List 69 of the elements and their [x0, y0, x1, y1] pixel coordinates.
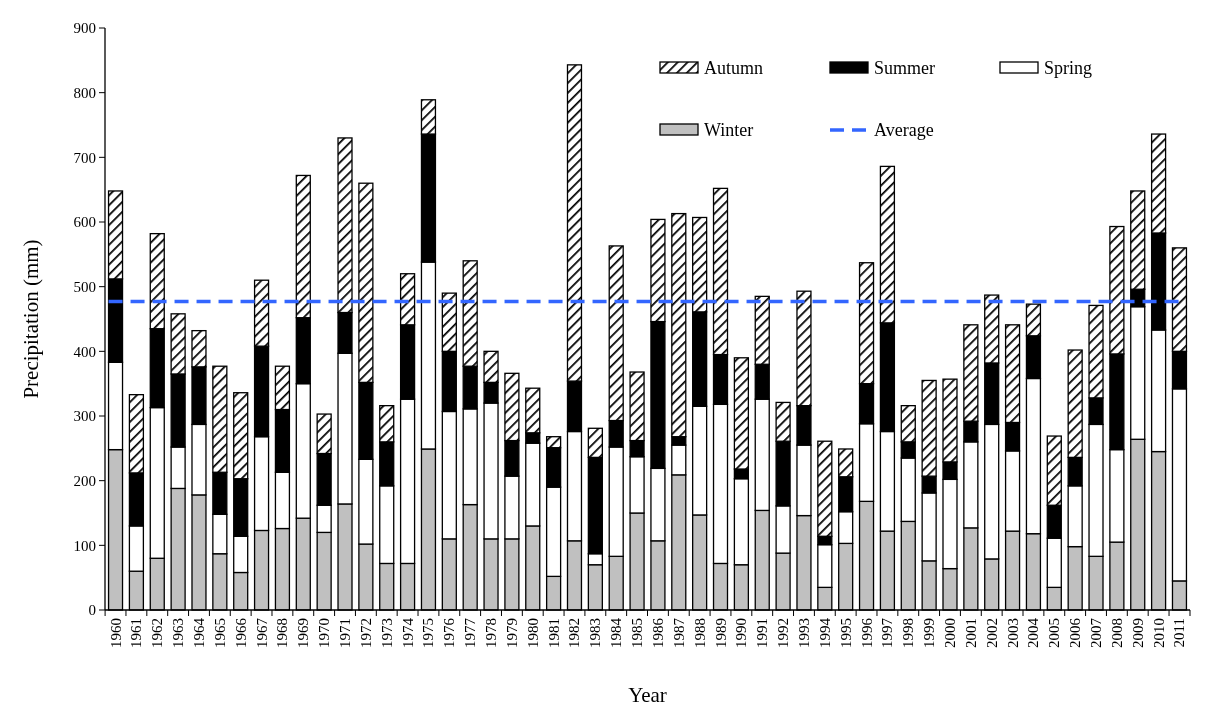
x-tick-label: 1960 [107, 618, 124, 648]
x-tick-label: 1999 [921, 618, 938, 648]
legend-label: Winter [704, 120, 754, 141]
x-tick-label: 2005 [1046, 618, 1063, 648]
x-tick-label: 2007 [1088, 617, 1105, 648]
legend-label: Average [874, 120, 934, 141]
x-tick-label: 2008 [1108, 618, 1125, 648]
x-tick-label: 1998 [900, 618, 917, 648]
x-tick-label: 1974 [399, 617, 416, 648]
legend-label: Summer [874, 58, 935, 79]
x-tick-label: 2000 [941, 618, 958, 648]
x-tick-label: 1991 [754, 618, 771, 648]
x-tick-label: 1981 [545, 618, 562, 648]
y-tick-label: 700 [73, 149, 96, 166]
x-tick-label: 1997 [879, 617, 896, 648]
x-tick-label: 1971 [337, 618, 354, 648]
x-tick-label: 1975 [420, 618, 437, 648]
x-tick-label: 2009 [1129, 618, 1146, 648]
x-tick-label: 1983 [587, 618, 604, 648]
x-tick-label: 2002 [983, 618, 1000, 648]
y-tick-label: 0 [88, 602, 96, 619]
x-tick-label: 1977 [462, 617, 479, 648]
x-tick-label: 1963 [170, 618, 187, 648]
legend-label: Autumn [704, 58, 764, 79]
legend-label: Spring [1044, 58, 1093, 79]
y-tick-label: 300 [73, 408, 96, 425]
x-tick-label: 1967 [253, 617, 270, 648]
x-tick-label: 1994 [816, 617, 833, 648]
x-tick-label: 1996 [858, 617, 875, 648]
x-tick-label: 1982 [566, 618, 583, 648]
x-tick-label: 2010 [1150, 618, 1167, 648]
x-tick-label: 1985 [629, 618, 646, 648]
x-tick-label: 1992 [775, 618, 792, 648]
x-tick-label: 2003 [1004, 618, 1021, 648]
x-tick-label: 1988 [691, 618, 708, 648]
x-tick-label: 1995 [837, 618, 854, 648]
x-tick-label: 1973 [378, 618, 395, 648]
x-tick-label: 1990 [733, 618, 750, 648]
x-tick-label: 1987 [670, 617, 687, 648]
x-tick-label: 1993 [795, 618, 812, 648]
x-tick-label: 1965 [211, 618, 228, 648]
x-tick-label: 1961 [128, 618, 145, 648]
x-tick-label: 1966 [232, 617, 249, 648]
x-tick-label: 2001 [962, 618, 979, 648]
x-axis-title: Year [628, 683, 667, 707]
x-tick-label: 1986 [649, 617, 666, 648]
x-tick-label: 1972 [357, 618, 374, 648]
x-tick-label: 2006 [1067, 617, 1084, 648]
y-tick-label: 600 [73, 214, 96, 231]
x-tick-label: 1979 [503, 618, 520, 648]
x-tick-label: 1984 [608, 617, 625, 648]
x-tick-label: 2004 [1025, 617, 1042, 648]
x-tick-label: 1970 [316, 618, 333, 648]
x-tick-label: 1964 [190, 617, 207, 648]
y-axis-title: Precipitation (mm) [19, 239, 43, 399]
x-tick-label: 2011 [1171, 618, 1188, 648]
x-tick-label: 1968 [274, 618, 291, 648]
x-tick-label: 1980 [524, 618, 541, 648]
x-tick-label: 1978 [483, 618, 500, 648]
y-tick-label: 800 [73, 84, 96, 101]
y-tick-label: 900 [73, 20, 96, 37]
y-tick-label: 500 [73, 278, 96, 295]
x-tick-label: 1976 [441, 617, 458, 648]
x-tick-label: 1989 [712, 618, 729, 648]
y-tick-label: 200 [73, 472, 96, 489]
y-tick-label: 100 [73, 537, 96, 554]
x-tick-label: 1962 [149, 618, 166, 648]
y-tick-label: 400 [73, 343, 96, 360]
x-tick-label: 1969 [295, 618, 312, 648]
